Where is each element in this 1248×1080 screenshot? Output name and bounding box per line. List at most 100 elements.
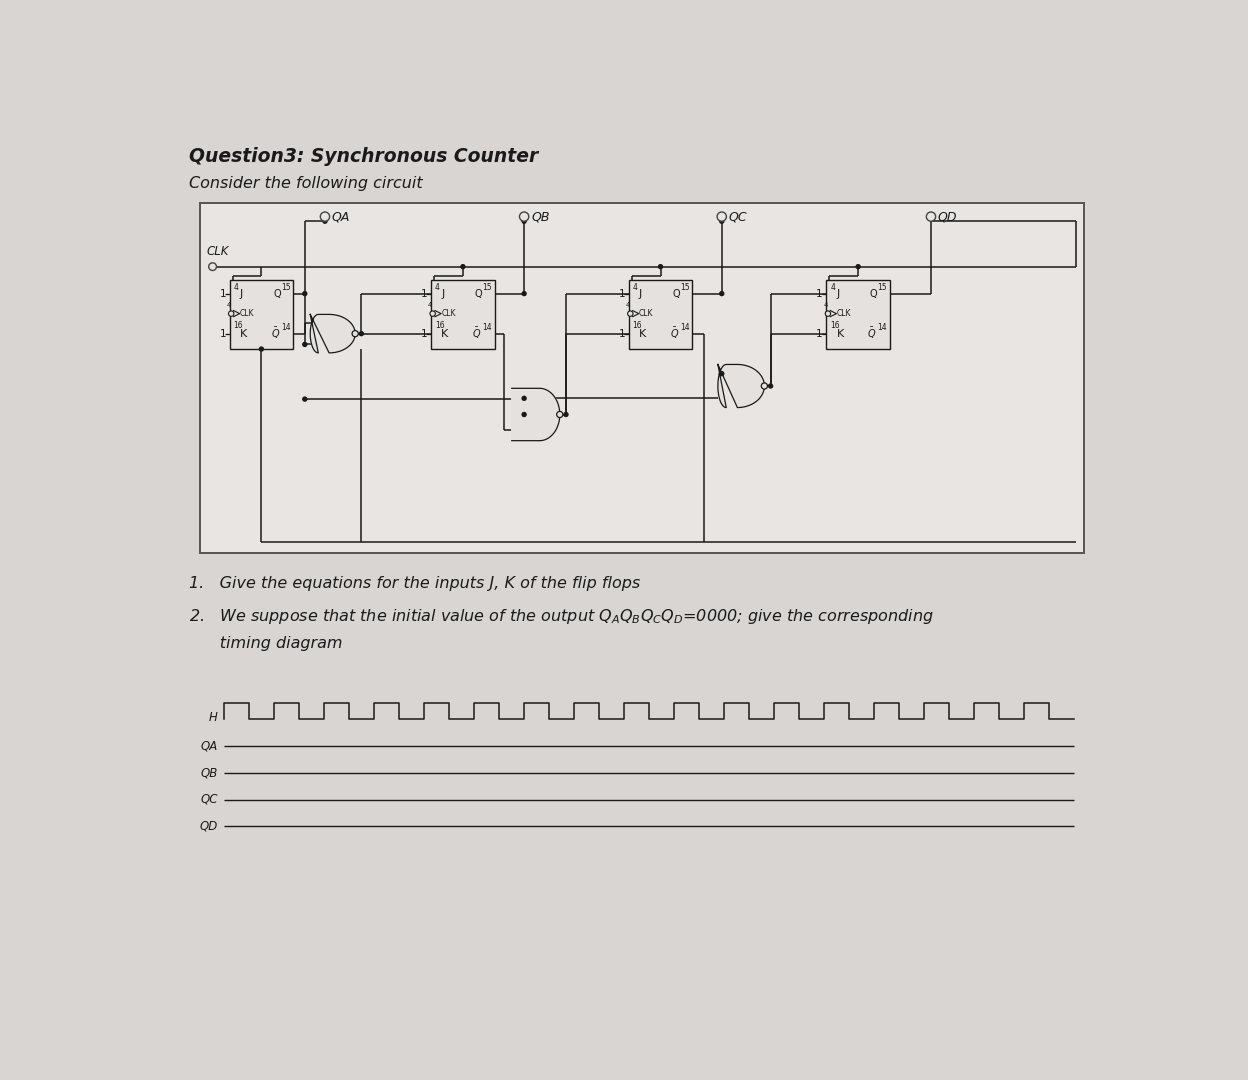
Polygon shape: [512, 389, 560, 441]
Circle shape: [926, 212, 936, 221]
Text: J: J: [836, 288, 840, 298]
Text: 16: 16: [436, 322, 444, 330]
Text: Q: Q: [870, 288, 877, 298]
Text: 14: 14: [281, 323, 291, 332]
Circle shape: [431, 311, 436, 316]
Bar: [826, 280, 890, 349]
Circle shape: [522, 218, 527, 224]
Circle shape: [628, 311, 633, 316]
Text: K: K: [442, 328, 448, 339]
Text: QA: QA: [201, 739, 218, 752]
Text: 1: 1: [421, 288, 428, 298]
Text: 16: 16: [633, 322, 643, 330]
Text: CLK: CLK: [639, 309, 653, 319]
Polygon shape: [311, 314, 356, 353]
Text: $\bar{Q}$: $\bar{Q}$: [472, 326, 482, 341]
Text: QB: QB: [201, 766, 218, 779]
Circle shape: [522, 291, 527, 296]
Circle shape: [719, 218, 724, 224]
Text: J: J: [639, 288, 641, 298]
Text: CLK: CLK: [206, 245, 228, 258]
Text: 15: 15: [482, 283, 492, 292]
Text: QC: QC: [729, 211, 748, 224]
Text: QD: QD: [938, 211, 957, 224]
Circle shape: [522, 395, 527, 401]
Circle shape: [719, 291, 724, 296]
Text: CLK: CLK: [240, 309, 255, 319]
Text: 1: 1: [220, 288, 226, 298]
Text: 1: 1: [220, 328, 226, 339]
Text: 4: 4: [824, 302, 827, 308]
Circle shape: [228, 311, 233, 316]
Text: timing diagram: timing diagram: [188, 636, 342, 651]
Text: $\bar{Q}$: $\bar{Q}$: [670, 326, 679, 341]
Circle shape: [719, 372, 724, 377]
Text: QA: QA: [332, 211, 351, 224]
Text: 4: 4: [233, 283, 238, 292]
Text: 4: 4: [227, 302, 231, 308]
Text: 2.   We suppose that the initial value of the output $Q_AQ_BQ_CQ_D$=0000; give t: 2. We suppose that the initial value of …: [188, 607, 934, 626]
Text: 4: 4: [830, 283, 835, 292]
Text: 1: 1: [816, 288, 822, 298]
Text: K: K: [836, 328, 844, 339]
Bar: [431, 280, 494, 349]
Text: Q: Q: [273, 288, 281, 298]
Text: H: H: [210, 711, 218, 724]
Text: Q: Q: [474, 288, 482, 298]
Polygon shape: [718, 364, 764, 407]
Circle shape: [825, 311, 831, 316]
Circle shape: [855, 264, 861, 269]
Circle shape: [768, 383, 774, 389]
Text: 14: 14: [680, 323, 690, 332]
Text: $\bar{Q}$: $\bar{Q}$: [867, 326, 877, 341]
Text: 4: 4: [436, 283, 439, 292]
Circle shape: [563, 411, 569, 417]
Text: 1: 1: [816, 328, 822, 339]
Circle shape: [557, 411, 563, 418]
Circle shape: [321, 212, 329, 221]
Text: K: K: [240, 328, 247, 339]
Circle shape: [208, 262, 216, 270]
Text: CLK: CLK: [836, 309, 851, 319]
Text: QD: QD: [200, 820, 218, 833]
Text: 15: 15: [281, 283, 291, 292]
Text: Q: Q: [673, 288, 680, 298]
Bar: [230, 280, 293, 349]
Text: J: J: [442, 288, 444, 298]
Text: 4: 4: [625, 302, 630, 308]
Circle shape: [322, 218, 328, 224]
Text: $\bar{Q}$: $\bar{Q}$: [271, 326, 280, 341]
Circle shape: [718, 212, 726, 221]
Text: CLK: CLK: [442, 309, 456, 319]
Circle shape: [522, 411, 527, 417]
Text: K: K: [639, 328, 646, 339]
Text: 15: 15: [680, 283, 690, 292]
Text: QC: QC: [201, 793, 218, 806]
Text: 14: 14: [482, 323, 492, 332]
Bar: [200, 203, 1083, 553]
Text: 1: 1: [619, 288, 625, 298]
Circle shape: [258, 347, 265, 352]
Circle shape: [302, 341, 307, 347]
Text: 1: 1: [421, 328, 428, 339]
Circle shape: [461, 264, 466, 269]
Text: 16: 16: [830, 322, 840, 330]
Circle shape: [519, 212, 529, 221]
Bar: [629, 280, 693, 349]
Circle shape: [352, 330, 358, 337]
Text: 4: 4: [633, 283, 638, 292]
Circle shape: [658, 264, 663, 269]
Text: 16: 16: [233, 322, 243, 330]
Text: QB: QB: [532, 211, 549, 224]
Text: 4: 4: [428, 302, 433, 308]
Text: Consider the following circuit: Consider the following circuit: [188, 176, 422, 191]
Text: J: J: [240, 288, 243, 298]
Text: 14: 14: [877, 323, 887, 332]
Text: 1.   Give the equations for the inputs J, K of the flip flops: 1. Give the equations for the inputs J, …: [188, 577, 640, 591]
Text: 1: 1: [619, 328, 625, 339]
Text: Question3: Synchronous Counter: Question3: Synchronous Counter: [188, 147, 538, 165]
Circle shape: [358, 330, 364, 336]
Circle shape: [302, 396, 307, 402]
Circle shape: [302, 291, 307, 296]
Text: 15: 15: [877, 283, 887, 292]
